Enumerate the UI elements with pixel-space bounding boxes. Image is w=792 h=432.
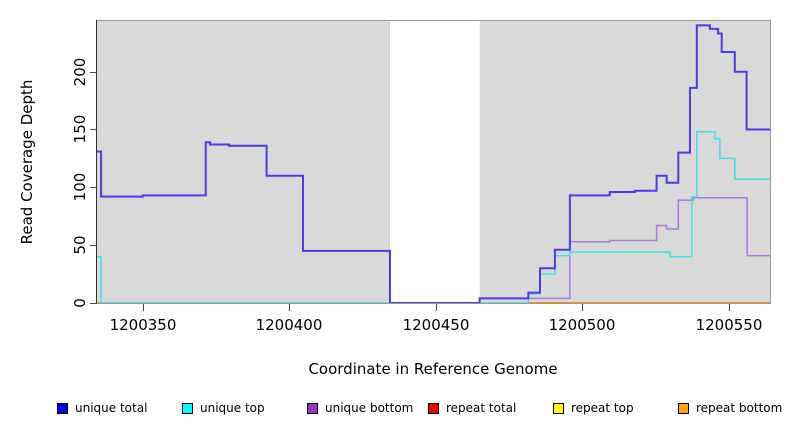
x-tick-label: 1200550 <box>695 316 763 334</box>
legend-label-repeat-bottom: repeat bottom <box>696 401 783 415</box>
x-tick-label: 1200450 <box>402 316 470 334</box>
y-tick-label: 100 <box>71 172 89 202</box>
y-axis-line <box>96 20 97 304</box>
legend-swatch-repeat-total <box>428 403 439 414</box>
y-axis-title: Read Coverage Depth <box>18 79 36 245</box>
y-tick <box>90 72 97 73</box>
legend-label-unique-total: unique total <box>75 401 148 415</box>
x-tick <box>143 304 144 311</box>
plot-area <box>96 20 771 304</box>
x-tick-label: 1200400 <box>255 316 323 334</box>
legend-label-unique-bottom: unique bottom <box>325 401 414 415</box>
legend-label-unique-top: unique top <box>200 401 265 415</box>
legend-swatch-repeat-top <box>553 403 564 414</box>
y-tick <box>90 303 97 304</box>
y-tick <box>90 245 97 246</box>
x-tick <box>289 304 290 311</box>
coverage-plot-svg <box>97 21 770 303</box>
y-tick <box>90 187 97 188</box>
legend-swatch-repeat-bottom <box>678 403 689 414</box>
legend-swatch-unique-total <box>57 403 68 414</box>
x-axis-title: Coordinate in Reference Genome <box>308 360 558 378</box>
y-tick <box>90 129 97 130</box>
legend-label-repeat-top: repeat top <box>571 401 634 415</box>
y-tick-label: 200 <box>71 57 89 87</box>
y-tick-label: 50 <box>71 235 89 255</box>
legend-swatch-unique-top <box>182 403 193 414</box>
x-tick-label: 1200500 <box>548 316 616 334</box>
masked-gap-region <box>390 21 480 303</box>
legend-swatch-unique-bottom <box>307 403 318 414</box>
x-tick <box>582 304 583 311</box>
series-unique-total <box>97 24 770 303</box>
y-tick-label: 150 <box>71 114 89 144</box>
x-tick <box>729 304 730 311</box>
legend-label-repeat-total: repeat total <box>446 401 517 415</box>
x-tick-label: 1200350 <box>109 316 177 334</box>
y-tick-label: 0 <box>71 298 89 308</box>
series-unique-bottom <box>528 196 770 300</box>
x-tick <box>436 304 437 311</box>
